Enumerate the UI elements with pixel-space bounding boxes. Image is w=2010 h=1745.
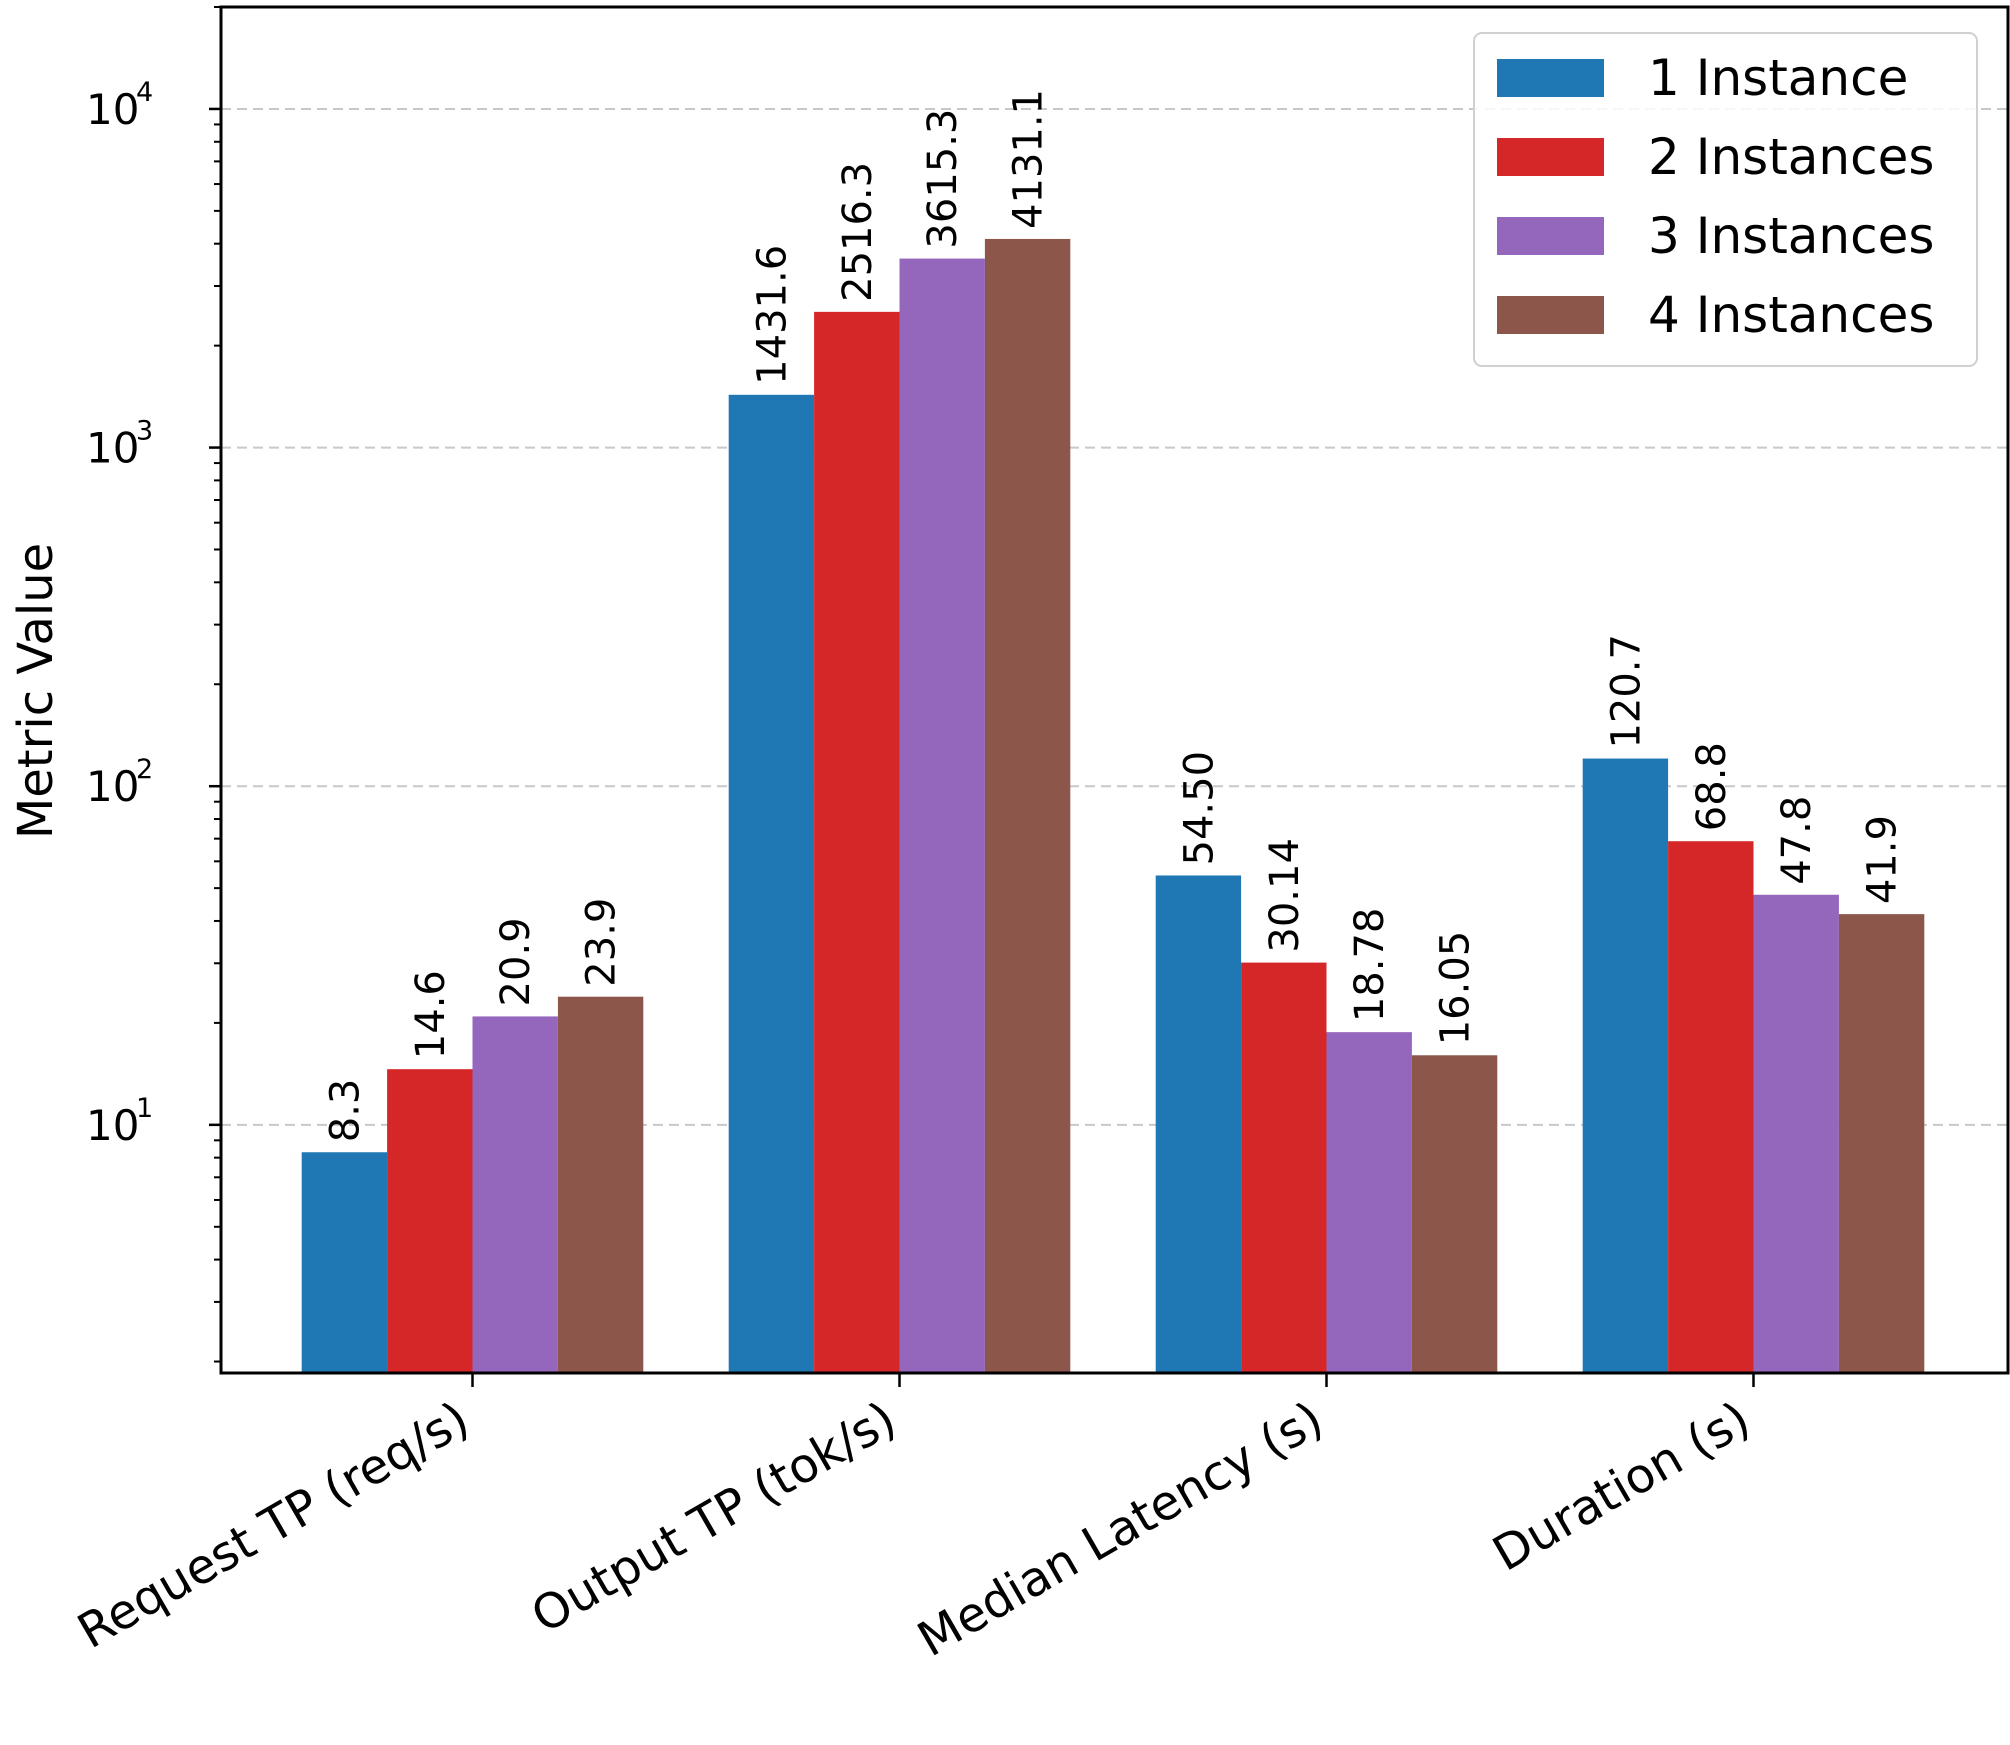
bar-value-label: 2516.3 — [835, 162, 881, 302]
y-tick-label: 10 — [86, 762, 139, 811]
bar — [1241, 962, 1327, 1373]
bar-value-label: 47.8 — [1774, 796, 1820, 885]
bar-value-label: 1431.6 — [749, 245, 795, 385]
bar-value-label: 14.6 — [408, 970, 454, 1059]
y-tick-label: 10 — [86, 424, 139, 473]
bar — [472, 1016, 558, 1373]
plot-frame — [219, 5, 2010, 1375]
y-tick-exponent: 3 — [136, 416, 153, 447]
legend-swatch — [1497, 138, 1604, 176]
legend-label: 1 Instance — [1648, 49, 1908, 107]
bar-value-label: 18.78 — [1347, 908, 1393, 1023]
y-tick-label: 10 — [86, 85, 139, 134]
bar-value-label: 3615.3 — [920, 109, 966, 249]
y-axis-title: Metric Value — [8, 543, 64, 839]
bar — [1753, 894, 1839, 1373]
legend-swatch — [1497, 296, 1604, 334]
bar-value-label: 120.7 — [1603, 634, 1649, 749]
bar — [899, 258, 985, 1373]
category-label: Duration (s) — [1484, 1391, 1760, 1583]
bar — [1411, 1055, 1498, 1373]
bar-value-label: 54.50 — [1176, 751, 1222, 866]
legend-swatch — [1497, 59, 1604, 97]
category-label: Request TP (req/s) — [69, 1391, 479, 1660]
bar-value-label: 4131.1 — [1006, 89, 1052, 229]
bar — [557, 996, 644, 1373]
legend-swatch — [1497, 217, 1604, 255]
bar — [1326, 1032, 1412, 1373]
bar-value-label: 8.3 — [322, 1079, 368, 1143]
bar — [301, 1152, 388, 1373]
bar-value-label: 30.14 — [1262, 838, 1308, 953]
legend-label: 4 Instances — [1648, 286, 1934, 344]
legend: 1 Instance 2 Instances 3 Instances 4 Instan… — [1473, 32, 1978, 367]
legend-label: 3 Instances — [1648, 207, 1934, 265]
y-tick-exponent: 1 — [136, 1093, 153, 1124]
bar-value-label: 41.9 — [1860, 815, 1906, 904]
bar-value-label: 23.9 — [579, 898, 625, 987]
bar — [1668, 841, 1754, 1373]
bar — [1582, 758, 1669, 1373]
legend-frame — [1473, 32, 1978, 367]
category-label: Output TP (tok/s) — [522, 1391, 905, 1645]
y-tick-label: 10 — [86, 1101, 139, 1150]
bar-value-label: 68.8 — [1689, 742, 1735, 831]
bar — [984, 238, 1071, 1374]
bar-value-label: 16.05 — [1433, 931, 1479, 1046]
bar — [728, 394, 815, 1373]
bar — [1155, 875, 1242, 1373]
x-axis: Request TP (req/s) Output TP (tok/s) Media… — [69, 1373, 1760, 1668]
bar-value-label: 20.9 — [493, 917, 539, 1006]
bar — [814, 311, 900, 1374]
bars — [301, 238, 1925, 1374]
bar — [387, 1069, 473, 1373]
legend-label: 2 Instances — [1648, 128, 1934, 186]
y-tick-exponent: 4 — [136, 77, 153, 108]
y-tick-exponent: 2 — [136, 754, 153, 785]
bar — [1838, 914, 1925, 1373]
value-labels: 8.3 1431.6 54.50 120.7 14.6 2516.3 30.14 68.8 20… — [322, 89, 1905, 1142]
category-label: Median Latency (s) — [908, 1391, 1332, 1668]
